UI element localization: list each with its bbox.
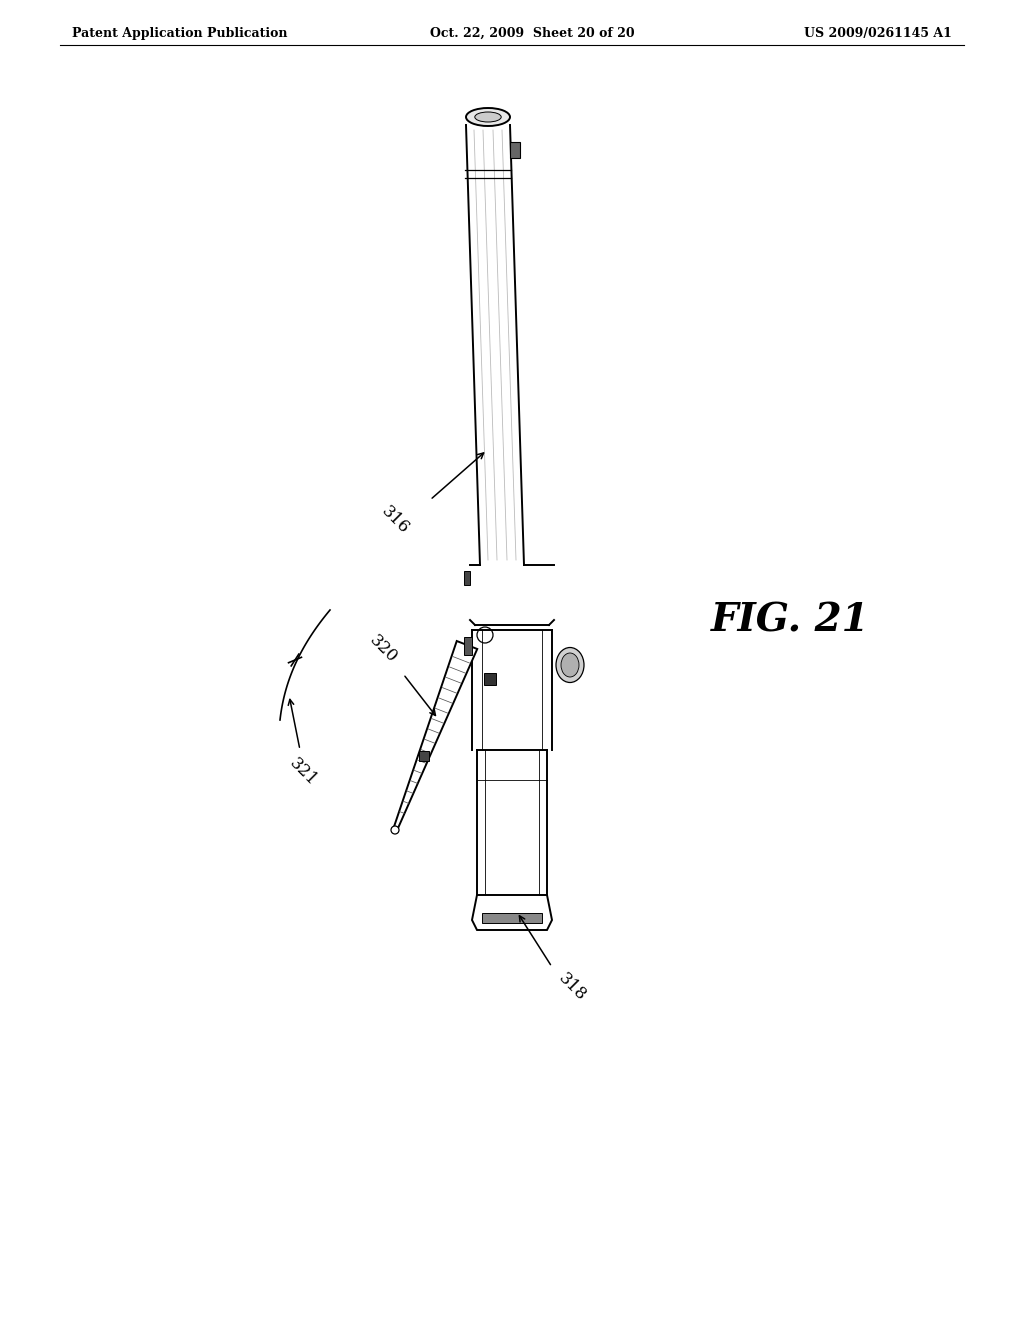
Text: 316: 316 <box>378 503 413 537</box>
Text: 321: 321 <box>286 755 321 789</box>
Ellipse shape <box>561 653 579 677</box>
Text: Patent Application Publication: Patent Application Publication <box>72 26 288 40</box>
Ellipse shape <box>466 108 510 125</box>
Bar <box>484 673 496 685</box>
Polygon shape <box>472 895 552 931</box>
Text: Oct. 22, 2009  Sheet 20 of 20: Oct. 22, 2009 Sheet 20 of 20 <box>430 26 635 40</box>
Text: FIG. 21: FIG. 21 <box>711 601 869 639</box>
Text: 318: 318 <box>555 970 589 1005</box>
Bar <box>464 572 470 585</box>
Ellipse shape <box>475 112 501 121</box>
Bar <box>419 751 429 762</box>
Bar <box>464 638 472 655</box>
Ellipse shape <box>556 648 584 682</box>
Ellipse shape <box>391 826 399 834</box>
Bar <box>482 913 542 923</box>
Polygon shape <box>393 642 477 830</box>
Bar <box>510 143 520 158</box>
Text: 320: 320 <box>366 632 400 667</box>
Text: US 2009/0261145 A1: US 2009/0261145 A1 <box>804 26 952 40</box>
